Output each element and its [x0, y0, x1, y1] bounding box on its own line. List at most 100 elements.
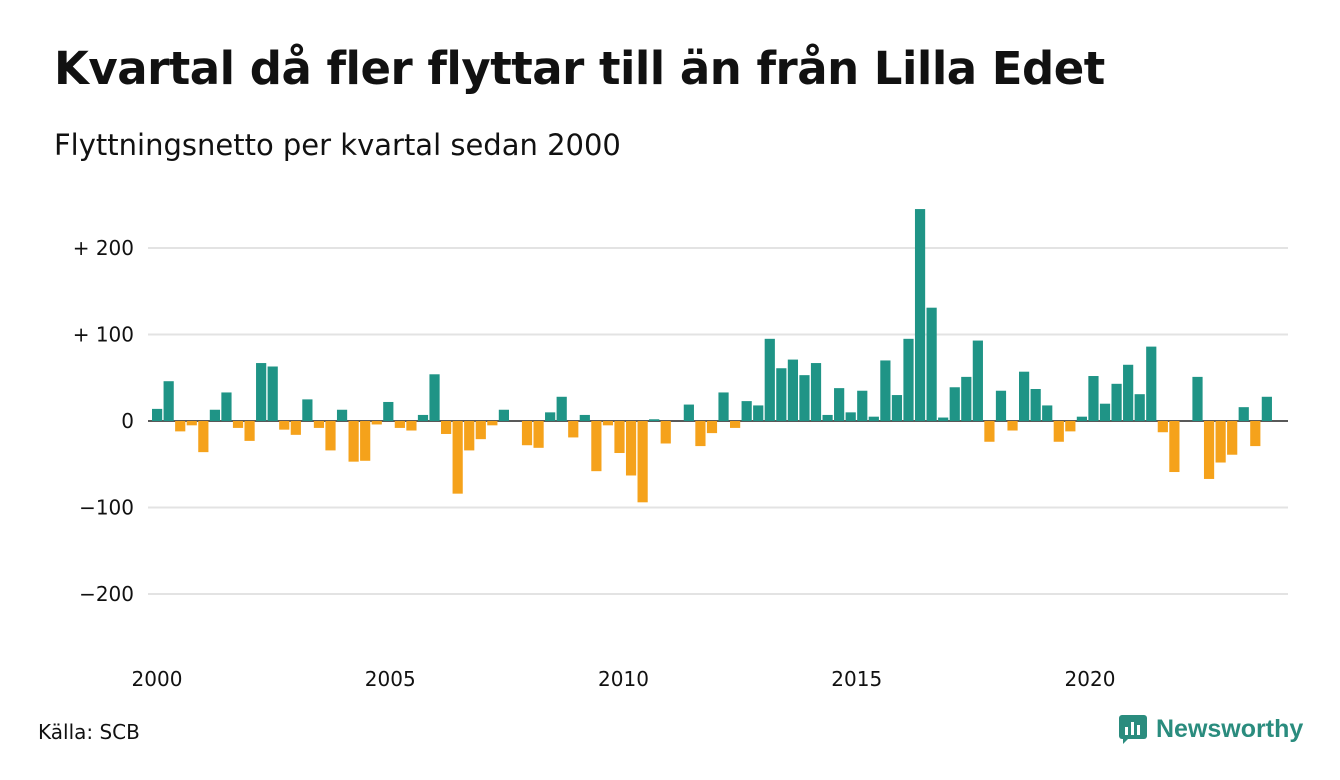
- bar: 2023 K3: 16: [1238, 407, 1249, 421]
- y-tick-label: −100: [79, 496, 134, 520]
- bar: 2022 K3: 51: [1192, 376, 1203, 421]
- bar: 2004 K1: 13: [336, 409, 348, 421]
- chart-subtitle: Flyttningsnetto per kvartal sedan 2000: [54, 128, 621, 162]
- bar: 2020 K4: 43: [1111, 383, 1122, 422]
- bar: 2010 K4: 2: [649, 419, 660, 421]
- bar: 2017 K2: 39: [949, 387, 960, 421]
- bar: 2024 K1: 28: [1261, 396, 1272, 421]
- bars: 2000 K1: 142000 K2: 462000 K3: -122000 K…: [152, 209, 1272, 503]
- bar: 2012 K1: -14: [706, 421, 718, 434]
- bar: 2007 K3: 13: [498, 409, 509, 421]
- bar: 2004 K3: -46: [360, 421, 371, 461]
- bar: 2001 K3: 33: [221, 392, 232, 421]
- bar: 2019 K3: -24: [1053, 421, 1064, 442]
- bar: 2022 K4: -67: [1203, 421, 1215, 479]
- y-tick-label: + 200: [73, 236, 134, 260]
- x-tick-label: 2005: [365, 667, 416, 691]
- bar: 2023 K4: -29: [1250, 421, 1261, 447]
- bar: 2014 K3: 7: [822, 414, 833, 421]
- bar: 2013 K2: 95: [764, 338, 775, 421]
- bar: 2018 K1: -24: [984, 421, 995, 442]
- y-tick-label: 0: [121, 409, 134, 433]
- bar: 2022 K1: -59: [1169, 421, 1180, 473]
- bar: 2009 K1: -19: [568, 421, 579, 438]
- bar: 2014 K2: 67: [810, 363, 822, 421]
- bar: 2019 K4: -12: [1065, 421, 1076, 432]
- bar: 2018 K3: -11: [1007, 421, 1018, 431]
- axis-labels: + 200 + 100 0 −100 −200 2000 2005 2010 2015 2020: [73, 236, 1116, 691]
- bar: 2013 K3: 61: [776, 368, 787, 422]
- bar: 2003 K1: -16: [290, 421, 301, 435]
- bar: 2009 K4: -5: [602, 421, 614, 426]
- y-tick-label: + 100: [73, 323, 134, 347]
- bar: 2015 K4: 70: [880, 360, 891, 421]
- bar: 2012 K3: -8: [730, 421, 741, 428]
- bar: 2020 K1: 5: [1076, 416, 1087, 422]
- bar: 2005 K1: 22: [383, 401, 394, 421]
- chart-title: Kvartal då fler flyttar till än från Lil…: [54, 42, 1105, 95]
- bar: 2008 K2: -31: [533, 421, 544, 448]
- bar: 2015 K3: 5: [868, 416, 879, 422]
- bar: 2009 K2: 7: [579, 414, 590, 421]
- bar: 2011 K3: 19: [683, 404, 694, 421]
- bar: 2012 K2: 33: [718, 392, 729, 421]
- bar: 2016 K3: 245: [914, 209, 926, 421]
- bar: 2001 K4: -8: [232, 421, 244, 428]
- newsworthy-logo-icon: [1119, 715, 1147, 744]
- bar: 2006 K2: -15: [441, 421, 452, 434]
- bar: 2020 K3: 20: [1099, 403, 1111, 421]
- bar: 2004 K4: -4: [371, 421, 382, 425]
- bar: 2007 K1: -21: [475, 421, 486, 440]
- bar: 2016 K2: 95: [903, 338, 914, 421]
- bar: 2019 K2: 18: [1042, 405, 1053, 421]
- bar: 2012 K4: 23: [741, 401, 752, 421]
- bar: 2000 K2: 46: [163, 381, 174, 421]
- bar: 2001 K2: 13: [209, 409, 220, 421]
- bar: 2005 K2: -8: [394, 421, 405, 428]
- bar: 2016 K1: 30: [891, 395, 903, 421]
- bar: 2015 K2: 35: [857, 390, 868, 421]
- bar: 2011 K4: -29: [695, 421, 706, 447]
- bar: 2006 K3: -84: [452, 421, 463, 494]
- bar: 2010 K2: -63: [625, 421, 637, 476]
- bar: 2023 K2: -39: [1227, 421, 1238, 455]
- bar: 2000 K1: 14: [152, 408, 163, 421]
- bar: 2021 K4: -13: [1157, 421, 1168, 433]
- x-tick-label: 2020: [1065, 667, 1116, 691]
- bar: 2018 K2: 35: [995, 390, 1007, 421]
- bar: 2001 K1: -36: [198, 421, 209, 453]
- bar: 2021 K3: 86: [1146, 346, 1157, 421]
- x-tick-label: 2000: [132, 667, 183, 691]
- bar: 2006 K1: 54: [429, 374, 440, 421]
- bar: 2013 K1: 18: [753, 405, 764, 421]
- source-note: Källa: SCB: [38, 720, 140, 744]
- bar: 2003 K2: 25: [302, 399, 313, 422]
- x-tick-label: 2010: [598, 667, 649, 691]
- bar: 2020 K2: 52: [1088, 376, 1099, 421]
- bar: 2011 K1: -26: [660, 421, 671, 444]
- bar: 2006 K4: -34: [464, 421, 475, 451]
- bar: 2021 K2: 31: [1134, 394, 1145, 422]
- bar: 2014 K1: 53: [799, 375, 810, 421]
- bar: 2008 K1: -28: [521, 421, 533, 446]
- bar: 2003 K4: -34: [325, 421, 336, 451]
- bar: 2017 K4: 93: [972, 340, 983, 421]
- bar: 2016 K4: 131: [926, 307, 937, 421]
- bar: 2007 K2: -5: [487, 421, 498, 426]
- bar: 2010 K3: -94: [637, 421, 648, 503]
- bar: 2014 K4: 38: [834, 388, 845, 421]
- bar: 2018 K4: 57: [1019, 371, 1030, 421]
- y-tick-label: −200: [79, 582, 134, 606]
- bar: 2008 K3: 10: [545, 412, 556, 421]
- bar: 2005 K3: -11: [406, 421, 417, 431]
- bar: 2003 K3: -8: [313, 421, 325, 428]
- bar: 2015 K1: 10: [845, 412, 856, 421]
- bar: 2017 K1: 4: [938, 417, 949, 421]
- bar: 2004 K2: -47: [348, 421, 359, 462]
- bar: 2019 K1: 37: [1030, 389, 1041, 422]
- bar: 2009 K3: -58: [591, 421, 602, 472]
- bar: 2023 K1: -48: [1215, 421, 1226, 463]
